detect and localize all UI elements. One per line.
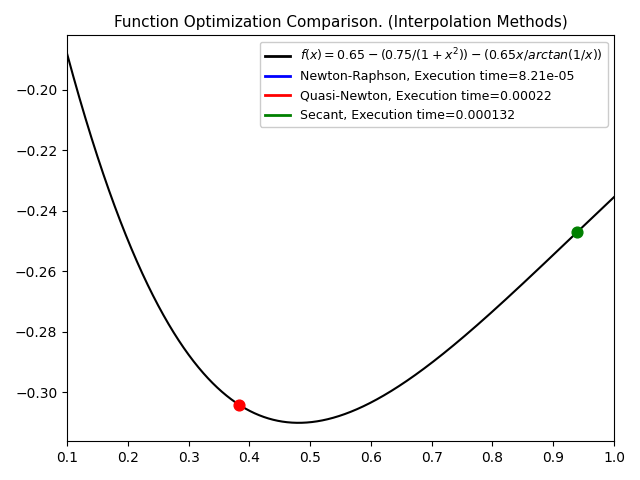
- Point: [234, 401, 244, 408]
- Legend: $f(x) = 0.65 - (0.75/(1 + x^2)) - (0.65x/\mathit{arctan}(1/x))$, Newton-Raphson,: $f(x) = 0.65 - (0.75/(1 + x^2)) - (0.65x…: [260, 42, 608, 127]
- Title: Function Optimization Comparison. (Interpolation Methods): Function Optimization Comparison. (Inter…: [114, 15, 568, 30]
- Point: [572, 228, 582, 236]
